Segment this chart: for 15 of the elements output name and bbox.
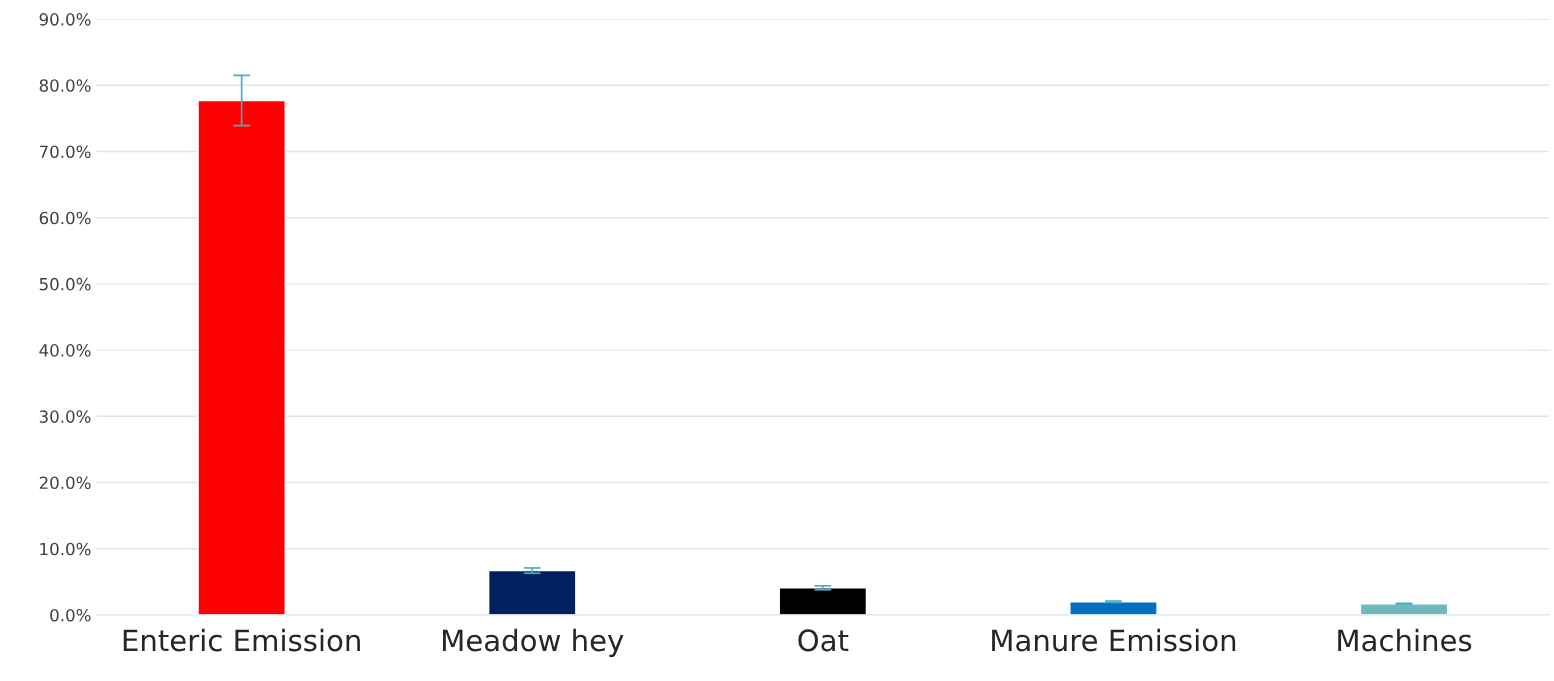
y-tick-label: 20.0% <box>39 476 91 490</box>
x-tick-label: Meadow hey <box>443 628 624 658</box>
x-tick-label: Manure Emission <box>992 628 1236 652</box>
y-tick-label: 40.0% <box>39 344 91 357</box>
y-tick-label: 10.0% <box>40 542 91 556</box>
y-tick-label: 50.0% <box>39 277 91 291</box>
x-tick-label: Enteric Emission <box>123 628 360 652</box>
y-tick-label: 0.0% <box>50 608 91 622</box>
x-tick-label: Machines <box>1338 628 1472 652</box>
y-tick-label: 30.0% <box>39 410 91 423</box>
y-tick-label: 80.0% <box>39 79 91 92</box>
y-tick-label: 60.0% <box>39 211 91 225</box>
y-tick-label: 70.0% <box>39 145 91 159</box>
x-tick-label: Oat <box>798 629 849 652</box>
y-tick-label: 90.0% <box>39 13 91 26</box>
